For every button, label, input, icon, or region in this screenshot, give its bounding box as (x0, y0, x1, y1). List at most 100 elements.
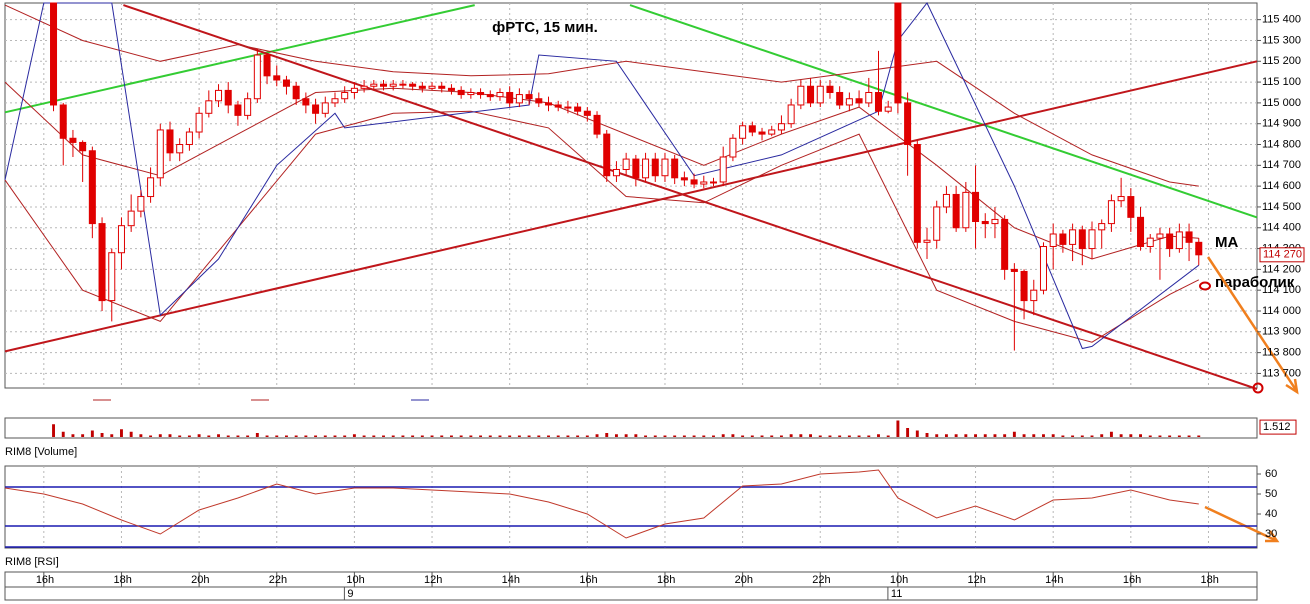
candle-body (603, 133, 611, 177)
candle-body (535, 98, 543, 104)
volume-bar (809, 434, 813, 437)
volume-bar (1109, 431, 1113, 437)
x-tick-label: 22h (269, 574, 287, 586)
volume-bar (779, 435, 783, 437)
candle-body (1020, 270, 1028, 302)
candle-body (224, 89, 232, 106)
candle-body (302, 98, 310, 106)
volume-bar (867, 435, 871, 437)
volume-bar (954, 434, 958, 437)
candle-body (739, 125, 747, 139)
candle-body (399, 83, 407, 86)
volume-bar (818, 435, 822, 437)
candle-body (50, 2, 58, 106)
volume-bar (721, 434, 725, 437)
volume-bar (634, 434, 638, 437)
volume-bar (1080, 435, 1084, 437)
candle-body (758, 131, 766, 135)
y-tick-label: 40 (1265, 508, 1277, 520)
candle-body (768, 129, 776, 135)
volume-bar (81, 434, 85, 437)
y-tick-label: 114 000 (1262, 305, 1301, 317)
candle-body (137, 196, 145, 212)
x-tick-label: 12h (968, 574, 986, 586)
candle-body (496, 91, 504, 98)
candle-body (205, 100, 213, 114)
volume-bar (576, 435, 580, 437)
candle-body (874, 91, 882, 112)
x-tick-label: 20h (191, 574, 209, 586)
volume-bar (479, 435, 483, 437)
candle-body (273, 75, 281, 81)
candle-body (525, 94, 533, 100)
candle-body (972, 191, 980, 223)
y-tick-label: 115 000 (1262, 97, 1301, 109)
trend-line (4, 4, 475, 114)
trend-line (629, 4, 1258, 219)
candle-body (816, 85, 824, 104)
candle-body (515, 94, 523, 104)
y-tick-label: 113 900 (1262, 326, 1301, 338)
volume-bar (556, 435, 560, 437)
last-price-box (1259, 247, 1305, 263)
y-tick-label: 114 700 (1262, 159, 1301, 171)
volume-bar (712, 435, 715, 437)
date-tick-label: 9 (347, 588, 353, 600)
y-tick-label: 114 800 (1262, 138, 1301, 150)
candle-body (321, 102, 329, 114)
volume-bar (382, 435, 385, 437)
volume-bar (925, 433, 929, 437)
candle-body (1137, 216, 1145, 247)
volume-bar (847, 435, 851, 437)
volume-bar (1187, 435, 1191, 437)
volume-bar (527, 435, 531, 437)
volume-bar (139, 434, 143, 437)
volume-bar (1071, 435, 1075, 437)
y-tick-label: 50 (1265, 488, 1277, 500)
volume-bar (120, 429, 123, 437)
last-price-label: 114 270 (1263, 249, 1302, 261)
trend-line (123, 4, 1258, 390)
volume-bar (760, 435, 764, 437)
candle-body (855, 98, 863, 104)
volume-bar (1119, 434, 1123, 437)
rsi-panel (4, 465, 1258, 549)
volume-bar (653, 435, 657, 437)
candle-body (506, 91, 514, 104)
y-tick-label: 114 200 (1262, 263, 1301, 275)
volume-bar (352, 434, 356, 437)
candle-body (1098, 223, 1106, 231)
volume-bar (197, 434, 201, 437)
candle-body (1195, 241, 1203, 256)
candle-body (1156, 233, 1164, 239)
candle-body (612, 168, 620, 177)
candle-body (79, 141, 87, 152)
bollinger-upper (4, 4, 1199, 187)
volume-bar (207, 435, 211, 437)
candle-body (913, 144, 921, 243)
volume-bar (915, 430, 919, 437)
candle-body (447, 87, 455, 91)
candle-body (865, 91, 873, 104)
candle-body (807, 85, 815, 104)
candle-body (991, 218, 999, 225)
volume-bar (1090, 435, 1094, 437)
volume-bar (1061, 435, 1065, 437)
candle-body (593, 114, 601, 135)
panel-title: RIM8 [RSI] (5, 556, 59, 568)
volume-bar (294, 435, 298, 437)
sar-annotation: параболик (1215, 274, 1295, 291)
y-tick-label: 30 (1265, 528, 1277, 540)
volume-bar (449, 435, 453, 437)
candle-body (845, 98, 853, 106)
y-tick-label: 115 400 (1262, 14, 1301, 26)
volume-bar (1168, 435, 1172, 437)
volume-bar (595, 434, 599, 437)
panel-title: RIM8 [Volume] (5, 446, 77, 458)
candle-body (962, 191, 970, 229)
volume-bar (789, 434, 793, 437)
volume-bar (372, 435, 376, 437)
y-tick-label: 115 200 (1262, 55, 1301, 67)
volume-bar (255, 433, 259, 437)
volume-bar (585, 435, 589, 437)
